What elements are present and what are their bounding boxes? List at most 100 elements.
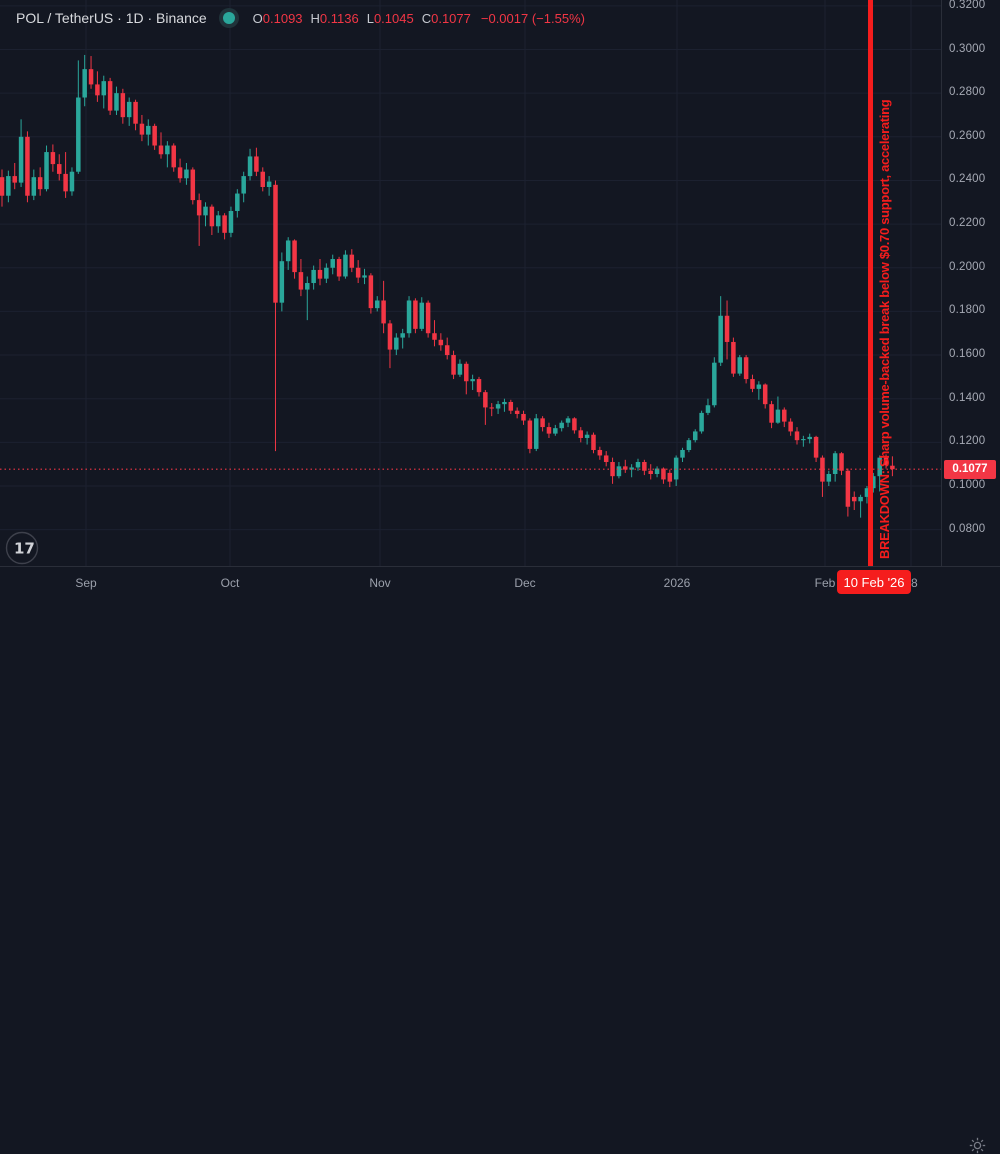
candle-body [349, 254, 355, 268]
candle-body [146, 125, 151, 135]
candle-body [279, 261, 285, 303]
candle-body [546, 427, 552, 434]
time-axis-label: Dec [514, 576, 536, 590]
candlestick-plot[interactable] [0, 0, 941, 566]
candle-body [616, 466, 622, 477]
price-axis-label: 0.3200 [949, 0, 986, 11]
candle-body [565, 418, 571, 423]
candle-body [584, 434, 590, 438]
candle-body [527, 420, 533, 449]
candle-body [559, 422, 564, 429]
close-value: 0.1077 [431, 10, 471, 26]
tradingview-logo[interactable]: 17 [5, 531, 39, 565]
candle-body [801, 439, 806, 441]
candle-body [508, 401, 514, 411]
candle-body [228, 211, 234, 233]
candle-body [883, 457, 889, 466]
candle-body [877, 457, 882, 477]
annotation-text[interactable]: BREAKDOWN: Sharp volume-backed break bel… [877, 99, 892, 559]
high-label: H [310, 10, 320, 26]
candle-body [457, 363, 463, 375]
candle-body [266, 181, 272, 187]
candle-body [203, 206, 208, 216]
axis-settings-gear-icon[interactable] [969, 1137, 986, 1154]
candle-body [394, 337, 399, 350]
candle-body [247, 156, 253, 177]
candle-body [25, 136, 30, 196]
candle-body [298, 272, 304, 290]
time-axis-label: Nov [369, 576, 391, 590]
candle-body [540, 418, 545, 428]
candle-body [158, 145, 164, 155]
candle-body [464, 363, 469, 382]
candle-body [737, 357, 743, 374]
candle-body [133, 101, 138, 124]
symbol-legend: POL / TetherUS · 1D · Binance O0.1093 H0.… [16, 8, 585, 28]
price-axis-label: 0.2400 [949, 173, 986, 186]
candle-body [190, 169, 196, 201]
candle-body [177, 167, 183, 179]
price-axis-label: 0.0800 [949, 522, 986, 535]
candle-body [6, 176, 11, 196]
price-axis[interactable]: 0.1077 0.3200 0.3000 0.2800 0.2600 0.2400 0.2… [941, 0, 1000, 566]
ohlc-readout: O0.1093 H0.1136 L0.1045 C0.1077 [253, 11, 479, 26]
candle-body [807, 436, 812, 440]
candle-body [654, 468, 660, 474]
candle-body [400, 333, 405, 338]
candle-body [642, 461, 647, 471]
candle-body [44, 152, 49, 190]
candle-body [120, 93, 126, 118]
candle-body [514, 410, 520, 414]
candle-body [820, 457, 825, 482]
candle-body [826, 473, 832, 482]
candle-body [413, 300, 418, 329]
candle-body [858, 496, 863, 502]
candle-body [235, 193, 240, 212]
candle-body [69, 171, 75, 192]
candle-body [578, 430, 584, 438]
candle-body [839, 453, 844, 471]
annotation-vertical-line[interactable] [868, 0, 873, 572]
candle-body [731, 341, 736, 374]
price-axis-label: 0.2000 [949, 260, 986, 273]
candle-body [603, 455, 609, 462]
candle-body [572, 418, 577, 431]
candle-body [661, 468, 666, 480]
price-axis-label: 0.2800 [949, 86, 986, 99]
candle-body [444, 345, 450, 356]
candle-body [629, 467, 634, 470]
candle-body [171, 145, 176, 168]
candle-body [832, 453, 838, 474]
candle-body [56, 164, 62, 174]
candle-body [489, 407, 494, 409]
candle-body [165, 145, 170, 155]
candle-body [438, 339, 444, 346]
candle-body [724, 315, 730, 342]
last-price-badge: 0.1077 [944, 459, 996, 479]
low-label: L [366, 10, 374, 26]
candle-body [18, 136, 24, 183]
time-axis[interactable]: 10 Feb '26 Sep Oct Nov Dec 2026 Feb 18 [0, 566, 1000, 1154]
candle-body [743, 357, 749, 380]
time-axis-label: 2026 [663, 576, 691, 590]
candle-body [813, 436, 819, 458]
candle-body [756, 384, 762, 389]
candle-body [762, 384, 768, 405]
candle-body [82, 69, 87, 98]
candle-body [107, 81, 113, 111]
candle-body [699, 412, 704, 432]
candle-body [718, 315, 723, 363]
low-value: 0.1045 [373, 10, 414, 26]
time-axis-label: Oct [220, 576, 240, 590]
candle-body [890, 465, 895, 470]
candle-body [355, 267, 361, 278]
candle-body [692, 431, 698, 441]
candle-body [591, 434, 596, 450]
candle-body [425, 302, 431, 334]
symbol-title[interactable]: POL / TetherUS · 1D · Binance [16, 10, 207, 26]
candle-body [330, 259, 335, 268]
candle-body [317, 269, 323, 279]
candle-body [864, 488, 870, 497]
candle-body [648, 470, 653, 474]
